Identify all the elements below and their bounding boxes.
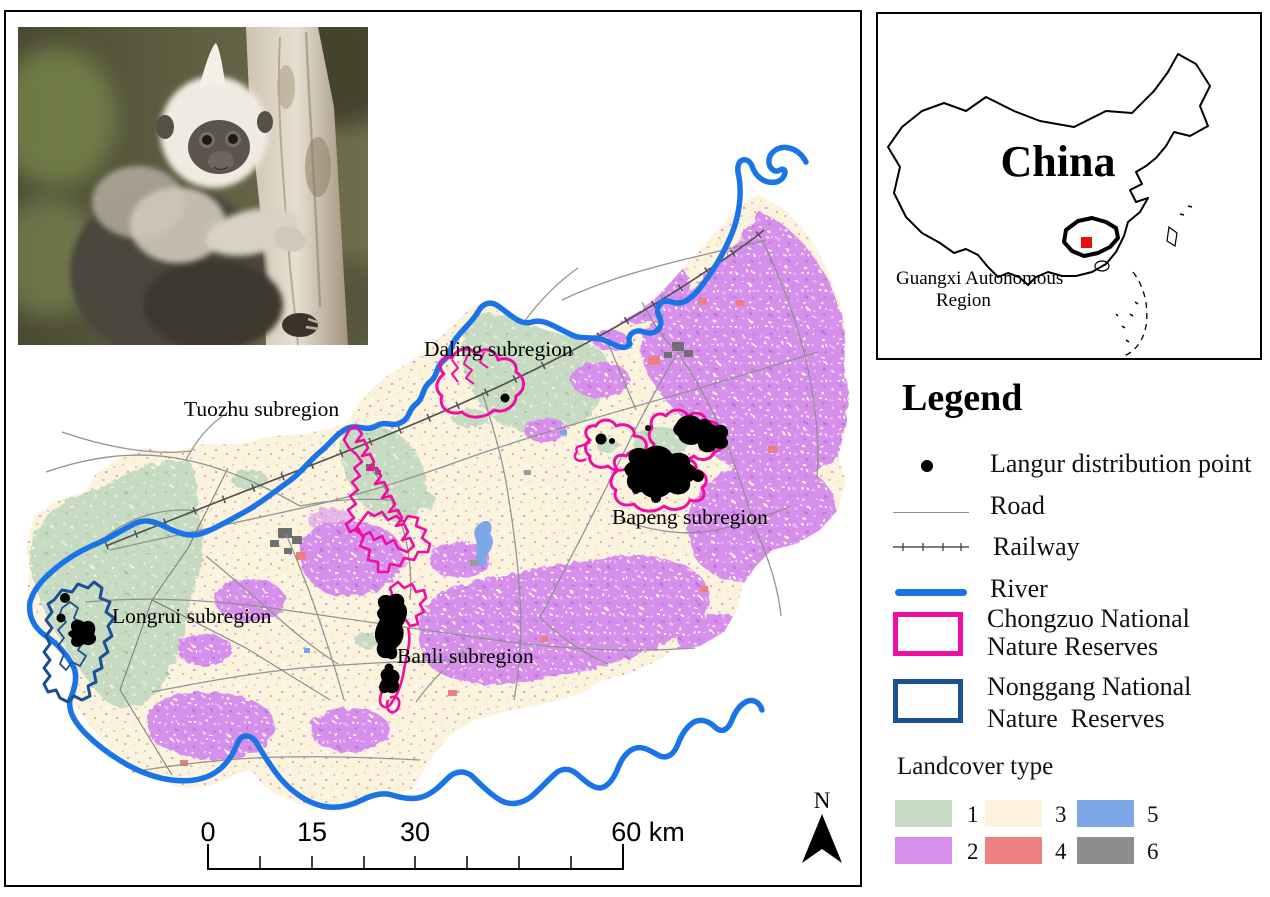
landcover-swatch-6 [1077,837,1134,864]
guangxi-region-label-line2: Region [936,290,991,311]
label-banli-subregion: Banli subregion [397,644,534,668]
scale-label-15: 15 [297,817,327,847]
legend-title: Legend [902,377,1023,419]
china-outline [887,53,1211,286]
landcover-swatch-3 [985,800,1042,827]
guangxi-province-outline [1062,216,1120,258]
north-arrow: N [802,788,842,863]
landcover-swatch-2 [895,837,952,864]
legend-label-river: River [990,574,1048,603]
landcover-label-6: 6 [1147,839,1159,864]
road-symbol [893,512,969,513]
landcover-swatch-4 [985,837,1042,864]
china-map: China Guangxi Autonomous Region [887,53,1211,357]
china-inset-panel: China Guangxi Autonomous Region [876,12,1262,360]
guangxi-location-marker [1081,237,1092,248]
admin-boundary-lines [119,467,331,776]
scale-label-60km: 60 km [611,817,685,847]
north-arrow-label: N [814,788,831,813]
legend-label-chongzuo-line2: Nature Reserves [987,632,1159,661]
label-longrui-subregion: Longrui subregion [112,604,272,628]
langur-photo [18,27,368,345]
landcover-label-3: 3 [1055,802,1067,827]
legend-label-langur: Langur distribution point [990,449,1252,478]
scale-label-30: 30 [400,817,430,847]
landcover-layer [26,194,850,807]
landcover-label-1: 1 [967,802,979,827]
label-daling-subregion: Daling subregion [424,337,573,361]
legend-label-nonggang-line2: Nature Reserves [987,704,1165,733]
chongzuo-reserve-symbol [893,612,963,656]
landcover-swatch-5 [1077,800,1134,827]
legend-label-chongzuo-line1: Chongzuo National [987,604,1190,633]
legend-label-railway: Railway [993,532,1080,561]
guangxi-region-label-line1: Guangxi Autonomous [896,268,1063,289]
landcover-type-title: Landcover type [897,753,1054,780]
legend-label-nonggang-line1: Nonggang National [987,672,1192,701]
taiwan-island-outline [1166,225,1178,247]
landcover-label-2: 2 [967,839,979,864]
china-label: China [1001,137,1116,186]
landcover-label-4: 4 [1055,839,1067,864]
label-tuozhu-subregion: Tuozhu subregion [184,397,339,421]
scale-bar: 0 15 30 60 km [200,817,685,870]
river-line [26,144,809,810]
subregion-labels: Daling subregion Tuozhu subregion Bapeng… [112,337,768,668]
nonggang-reserve-boundary [42,580,116,704]
nonggang-reserve-symbol [893,679,963,723]
label-bapeng-subregion: Bapeng subregion [612,505,768,529]
langur-distribution-points [56,393,729,694]
railway-symbol [893,543,969,551]
north-arrow-icon [802,814,842,863]
tree-trunk [246,27,348,345]
river-symbol [895,589,967,596]
landcover-swatch-1 [895,800,952,827]
hainan-island-outline [1094,260,1110,272]
landcover-label-5: 5 [1147,802,1159,827]
scale-label-0: 0 [200,817,215,847]
legend-label-road: Road [990,491,1045,520]
south-china-sea-dashed-line [1123,271,1148,357]
study-area-map: Daling subregion Tuozhu subregion Bapeng… [26,144,850,870]
langur-monkey [70,43,321,345]
langur-point-icon [921,460,933,472]
south-china-sea-islands [1115,205,1193,343]
main-map-panel: Daling subregion Tuozhu subregion Bapeng… [4,10,862,887]
